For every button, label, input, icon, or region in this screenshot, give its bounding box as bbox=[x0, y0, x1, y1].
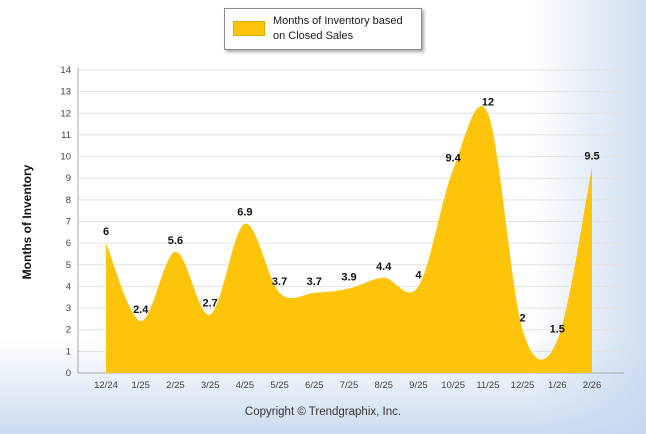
value-label: 9.4 bbox=[445, 153, 461, 165]
y-tick-label: 0 bbox=[66, 368, 71, 379]
x-tick-label: 10/25 bbox=[441, 380, 465, 391]
area-series bbox=[106, 106, 592, 374]
value-label: 12 bbox=[482, 96, 494, 108]
y-tick-label: 9 bbox=[66, 173, 71, 184]
x-tick-label: 12/25 bbox=[511, 380, 535, 391]
y-tick-label: 4 bbox=[66, 281, 71, 292]
value-label: 6 bbox=[103, 226, 109, 238]
x-tick-label: 6/25 bbox=[305, 380, 324, 391]
value-label: 2 bbox=[520, 313, 526, 325]
value-label: 2.4 bbox=[133, 304, 149, 316]
x-tick-label: 11/25 bbox=[476, 380, 499, 391]
y-tick-label: 10 bbox=[60, 152, 71, 163]
y-tick-label: 14 bbox=[60, 65, 71, 76]
y-tick-label: 12 bbox=[60, 108, 71, 119]
value-label: 3.7 bbox=[272, 276, 287, 288]
x-tick-label: 8/25 bbox=[374, 380, 393, 391]
value-label: 1.5 bbox=[550, 324, 565, 336]
y-tick-label: 1 bbox=[66, 346, 71, 357]
y-tick-label: 13 bbox=[60, 87, 71, 98]
value-label: 9.5 bbox=[584, 150, 599, 162]
x-tick-label: 1/25 bbox=[131, 380, 150, 391]
y-tick-label: 7 bbox=[66, 217, 71, 228]
legend: Months of Inventory based on Closed Sale… bbox=[224, 8, 422, 50]
x-tick-label: 3/25 bbox=[201, 380, 220, 391]
y-tick-label: 2 bbox=[66, 325, 71, 336]
x-tick-label: 1/26 bbox=[548, 380, 567, 391]
value-label: 3.7 bbox=[307, 276, 322, 288]
y-tick-label: 3 bbox=[66, 303, 71, 314]
value-label: 4 bbox=[415, 269, 422, 281]
x-tick-label: 9/25 bbox=[409, 380, 428, 391]
value-label: 6.9 bbox=[237, 207, 252, 219]
x-tick-label: 2/25 bbox=[166, 380, 185, 391]
legend-label: Months of Inventory based on Closed Sale… bbox=[273, 15, 403, 42]
value-label: 3.9 bbox=[341, 272, 356, 284]
x-tick-label: 7/25 bbox=[340, 380, 359, 391]
copyright: Copyright © Trendgraphix, Inc. bbox=[244, 406, 402, 418]
legend-swatch bbox=[233, 21, 265, 37]
value-label: 2.7 bbox=[202, 298, 217, 310]
x-tick-label: 5/25 bbox=[270, 380, 289, 391]
y-tick-label: 6 bbox=[66, 238, 71, 249]
value-label: 4.4 bbox=[376, 261, 392, 273]
x-tick-label: 12/24 bbox=[94, 380, 118, 391]
value-label: 5.6 bbox=[168, 235, 183, 247]
y-tick-label: 11 bbox=[61, 130, 71, 141]
x-tick-label: 4/25 bbox=[236, 380, 255, 391]
y-tick-label: 8 bbox=[66, 195, 71, 206]
x-tick-label: 2/26 bbox=[583, 380, 602, 391]
y-tick-label: 5 bbox=[66, 260, 71, 271]
